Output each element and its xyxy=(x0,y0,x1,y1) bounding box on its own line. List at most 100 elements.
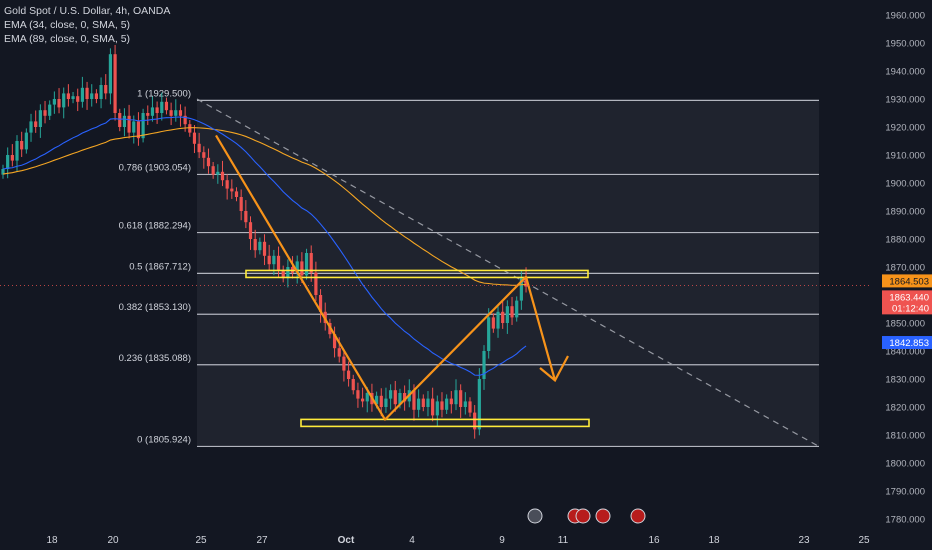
candle-body[interactable] xyxy=(379,395,383,407)
candle-body[interactable] xyxy=(183,115,187,125)
candle-body[interactable] xyxy=(332,334,337,349)
candle-body[interactable] xyxy=(519,278,523,301)
candle-body[interactable] xyxy=(501,311,505,323)
lightning-event-icon[interactable] xyxy=(527,508,543,524)
candle-body[interactable] xyxy=(225,180,229,189)
candle-body[interactable] xyxy=(29,121,33,133)
candle-body[interactable] xyxy=(34,121,38,127)
candle-body[interactable] xyxy=(360,398,365,402)
candle-body[interactable] xyxy=(136,121,141,139)
candle-body[interactable] xyxy=(206,157,211,167)
candle-body[interactable] xyxy=(211,166,215,175)
candle-body[interactable] xyxy=(66,93,70,99)
candle-body[interactable] xyxy=(356,390,360,399)
candle-body[interactable] xyxy=(253,239,257,251)
candle-body[interactable] xyxy=(346,370,351,379)
candle-body[interactable] xyxy=(118,113,122,127)
candle-body[interactable] xyxy=(468,401,472,413)
candle-body[interactable] xyxy=(262,241,267,256)
candle-body[interactable] xyxy=(445,398,449,410)
candle-body[interactable] xyxy=(482,351,486,379)
candle-body[interactable] xyxy=(20,141,24,150)
candle-body[interactable] xyxy=(1,169,5,175)
us-flag-event-icon[interactable] xyxy=(575,508,591,524)
candle-body[interactable] xyxy=(258,241,262,251)
us-flag-event-icon[interactable] xyxy=(595,508,611,524)
candle-body[interactable] xyxy=(188,124,192,133)
candle-body[interactable] xyxy=(403,393,407,402)
candle-body[interactable] xyxy=(38,110,42,127)
candle-body[interactable] xyxy=(43,110,47,116)
candle-body[interactable] xyxy=(272,255,276,265)
candle-body[interactable] xyxy=(76,96,80,102)
candle-body[interactable] xyxy=(393,390,397,405)
candle-body[interactable] xyxy=(132,121,136,133)
candle-body[interactable] xyxy=(459,390,463,407)
candle-body[interactable] xyxy=(234,191,239,197)
candle-body[interactable] xyxy=(440,401,444,410)
candle-body[interactable] xyxy=(342,356,346,371)
candle-body[interactable] xyxy=(85,87,89,99)
candle-body[interactable] xyxy=(351,379,355,391)
candle-body[interactable] xyxy=(169,110,173,116)
candle-body[interactable] xyxy=(337,348,341,357)
candle-body[interactable] xyxy=(48,104,52,116)
candle-body[interactable] xyxy=(417,398,421,410)
candle-body[interactable] xyxy=(146,113,150,116)
support-zone[interactable] xyxy=(300,418,590,428)
candle-body[interactable] xyxy=(248,222,253,239)
candle-body[interactable] xyxy=(314,272,318,295)
candle-body[interactable] xyxy=(276,255,281,270)
candle-body[interactable] xyxy=(491,317,495,329)
candle-body[interactable] xyxy=(230,188,234,192)
candle-body[interactable] xyxy=(454,390,458,405)
candle-body[interactable] xyxy=(127,115,131,133)
candle-body[interactable] xyxy=(155,107,159,113)
candle-body[interactable] xyxy=(174,110,178,116)
candle-body[interactable] xyxy=(164,101,169,111)
candle-body[interactable] xyxy=(239,197,243,211)
candle-body[interactable] xyxy=(178,110,183,116)
candle-body[interactable] xyxy=(496,311,500,329)
resistance-zone[interactable] xyxy=(245,269,589,279)
candle-body[interactable] xyxy=(398,393,402,405)
candle-body[interactable] xyxy=(122,115,127,127)
candle-body[interactable] xyxy=(141,113,145,139)
candle-body[interactable] xyxy=(487,317,491,351)
candle-body[interactable] xyxy=(281,269,285,279)
candle-body[interactable] xyxy=(426,398,430,407)
candle-body[interactable] xyxy=(71,96,75,99)
legend-ema-89[interactable]: EMA (89, close, 0, SMA, 5) xyxy=(4,33,131,45)
candle-body[interactable] xyxy=(365,393,369,402)
candle-body[interactable] xyxy=(286,267,290,279)
candle-body[interactable] xyxy=(99,85,103,99)
ema-89-line[interactable] xyxy=(2,127,527,286)
candle-body[interactable] xyxy=(463,401,467,407)
candle-body[interactable] xyxy=(6,155,10,169)
candle-body[interactable] xyxy=(449,398,453,405)
candle-body[interactable] xyxy=(318,295,323,312)
candle-body[interactable] xyxy=(510,306,514,318)
candle-body[interactable] xyxy=(505,306,509,323)
candle-body[interactable] xyxy=(202,152,206,158)
candle-body[interactable] xyxy=(220,171,225,181)
candle-body[interactable] xyxy=(309,253,313,273)
candle-body[interactable] xyxy=(192,132,197,144)
candle-body[interactable] xyxy=(412,390,416,410)
candle-body[interactable] xyxy=(80,87,84,102)
wave-path-drawing[interactable] xyxy=(215,134,557,421)
candle-body[interactable] xyxy=(435,401,439,416)
candle-body[interactable] xyxy=(57,99,61,108)
candle-body[interactable] xyxy=(160,101,164,113)
candle-body[interactable] xyxy=(15,141,19,161)
legend-ema-34[interactable]: EMA (34, close, 0, SMA, 5) xyxy=(4,19,131,31)
candle-body[interactable] xyxy=(104,85,108,94)
candle-body[interactable] xyxy=(216,171,220,175)
candle-body[interactable] xyxy=(24,132,28,150)
candle-body[interactable] xyxy=(421,398,425,407)
trend-line-dashed[interactable] xyxy=(196,98,820,448)
candle-body[interactable] xyxy=(244,211,248,223)
candle-body[interactable] xyxy=(113,54,117,113)
candle-body[interactable] xyxy=(389,390,393,399)
